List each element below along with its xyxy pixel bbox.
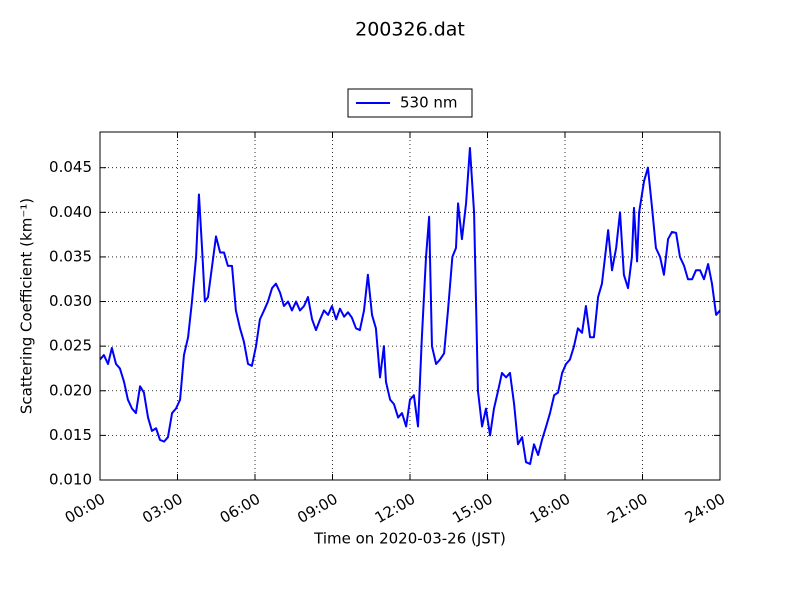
chart-title: 200326.dat — [355, 19, 465, 41]
y-axis-label: Scattering Coefficient (km⁻¹) — [18, 198, 36, 414]
y-tick-label: 0.020 — [49, 381, 92, 399]
y-tick-label: 0.015 — [49, 426, 92, 444]
y-tick-label: 0.010 — [49, 471, 92, 489]
legend-label: 530 nm — [400, 94, 458, 112]
y-tick-label: 0.045 — [49, 158, 92, 176]
data-line — [99, 147, 721, 465]
y-tick-label: 0.035 — [49, 247, 92, 265]
plot-frame — [99, 131, 721, 481]
y-tick-label: 0.030 — [49, 292, 92, 310]
y-tick-label: 0.040 — [49, 203, 92, 221]
x-axis-label: Time on 2020-03-26 (JST) — [313, 530, 506, 548]
y-tick-label: 0.025 — [49, 337, 92, 355]
